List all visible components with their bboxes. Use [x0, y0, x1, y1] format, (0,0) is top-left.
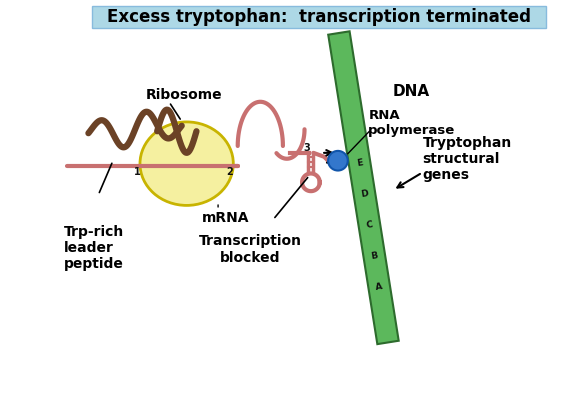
Polygon shape: [328, 31, 399, 344]
Text: Ribosome: Ribosome: [146, 88, 222, 102]
Text: E: E: [356, 158, 363, 168]
Text: RNA
polymerase: RNA polymerase: [369, 109, 456, 137]
Text: Excess tryptophan:  transcription terminated: Excess tryptophan: transcription termina…: [107, 8, 531, 26]
Text: 1: 1: [134, 166, 141, 176]
Text: DNA: DNA: [393, 84, 430, 100]
Text: mRNA: mRNA: [202, 211, 250, 225]
Ellipse shape: [140, 122, 233, 206]
Text: D: D: [360, 189, 369, 199]
Text: A: A: [375, 282, 383, 292]
Text: Trp-rich
leader
peptide: Trp-rich leader peptide: [64, 224, 124, 271]
Circle shape: [328, 151, 347, 170]
Text: B: B: [370, 251, 378, 261]
Text: C: C: [366, 220, 373, 230]
FancyBboxPatch shape: [92, 6, 546, 28]
Text: 3: 3: [303, 143, 310, 153]
Text: Transcription
blocked: Transcription blocked: [199, 234, 302, 264]
Text: 2: 2: [226, 166, 233, 176]
Text: Tryptophan
structural
genes: Tryptophan structural genes: [422, 136, 512, 182]
